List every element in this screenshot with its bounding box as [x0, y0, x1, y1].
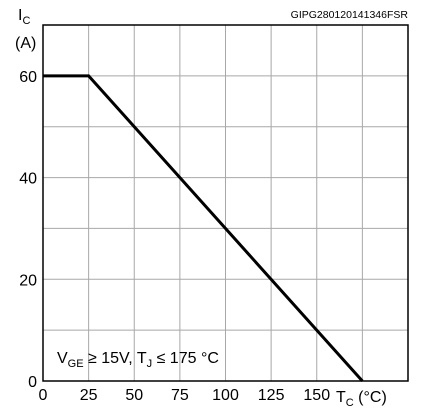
- x-tick-label: 75: [171, 387, 189, 404]
- grid: [43, 25, 408, 381]
- figure-ref: GIPG280120141346FSR: [291, 9, 409, 21]
- conditions-annotation: VGE ≥ 15V, TJ ≤ 175 °C: [57, 350, 219, 370]
- y-tick-label: 20: [19, 272, 37, 289]
- x-tick-label: 100: [212, 387, 239, 404]
- plot-frame: [42, 24, 409, 382]
- series-line: [43, 74, 364, 383]
- y-axis-unit: (A): [15, 35, 36, 52]
- x-tick-label: 25: [80, 387, 98, 404]
- y-axis-label: IC: [18, 7, 30, 27]
- y-tick-label: 0: [28, 374, 37, 391]
- x-tick-label: 0: [39, 387, 48, 404]
- y-tick-label: 60: [19, 69, 37, 86]
- x-tick-label: 125: [258, 387, 285, 404]
- x-tick-label: 50: [125, 387, 143, 404]
- x-tick-labels: 0 25 50 75 100 125 150: [39, 387, 331, 404]
- y-tick-labels: 0 20 40 60: [19, 69, 37, 391]
- y-tick-label: 40: [19, 171, 37, 188]
- x-axis-label: TC (°C): [336, 389, 387, 409]
- x-tick-label: 150: [303, 387, 330, 404]
